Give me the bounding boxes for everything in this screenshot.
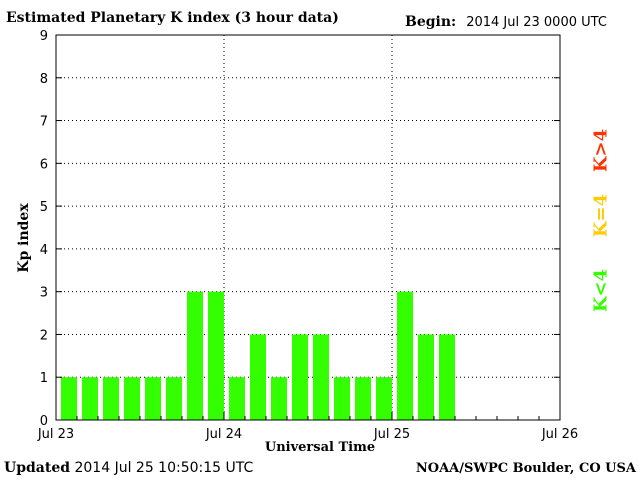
x-tick-label: Jul 26	[541, 427, 578, 442]
y-tick-label: 1	[40, 371, 48, 386]
y-tick-label: 8	[40, 72, 48, 87]
kp-bar	[271, 377, 287, 420]
updated-time: Updated 2014 Jul 25 10:50:15 UTC	[4, 460, 253, 476]
kp-bar	[439, 334, 455, 420]
organization-credit: NOAA/SWPC Boulder, CO USA	[415, 461, 636, 476]
begin-time: Begin: 2014 Jul 23 0000 UTC	[405, 14, 607, 30]
kp-bar	[250, 334, 266, 420]
kp-bar	[376, 377, 392, 420]
begin-label: Begin:	[405, 14, 457, 30]
kp-bar	[187, 291, 203, 420]
legend-k-equal-4: K=4	[590, 193, 612, 238]
kp-bar	[355, 377, 371, 420]
kp-bar	[61, 377, 77, 420]
kp-bar	[103, 377, 119, 420]
kp-bar	[334, 377, 350, 420]
kp-bar	[124, 377, 140, 420]
x-axis-label: Universal Time	[264, 440, 376, 455]
y-tick-label: 3	[40, 286, 48, 301]
y-tick-label: 4	[40, 243, 48, 258]
kp-bar	[397, 291, 413, 420]
kp-bar	[229, 377, 245, 420]
updated-label: Updated	[4, 460, 71, 476]
kp-bar	[208, 291, 224, 420]
kp-bar	[418, 334, 434, 420]
y-tick-label: 9	[40, 29, 48, 44]
y-tick-label: 6	[40, 157, 48, 172]
x-tick-label: Jul 23	[37, 427, 74, 442]
updated-value: 2014 Jul 25 10:50:15 UTC	[74, 460, 254, 476]
kp-bar	[313, 334, 329, 420]
begin-value: 2014 Jul 23 0000 UTC	[466, 15, 607, 30]
kp-bar	[292, 334, 308, 420]
x-tick-label: Jul 25	[373, 427, 410, 442]
x-tick-label: Jul 24	[205, 427, 242, 442]
legend-k-less-4: K<4	[590, 268, 612, 313]
y-tick-label: 0	[40, 414, 48, 429]
y-tick-label: 2	[40, 328, 48, 343]
y-tick-label: 7	[40, 115, 48, 130]
y-tick-label: 5	[40, 200, 48, 215]
kp-bar	[82, 377, 98, 420]
chart-title: Estimated Planetary K index (3 hour data…	[6, 10, 339, 26]
kp-bar	[166, 377, 182, 420]
y-axis-label: Kp index	[16, 203, 32, 273]
kp-bar	[145, 377, 161, 420]
